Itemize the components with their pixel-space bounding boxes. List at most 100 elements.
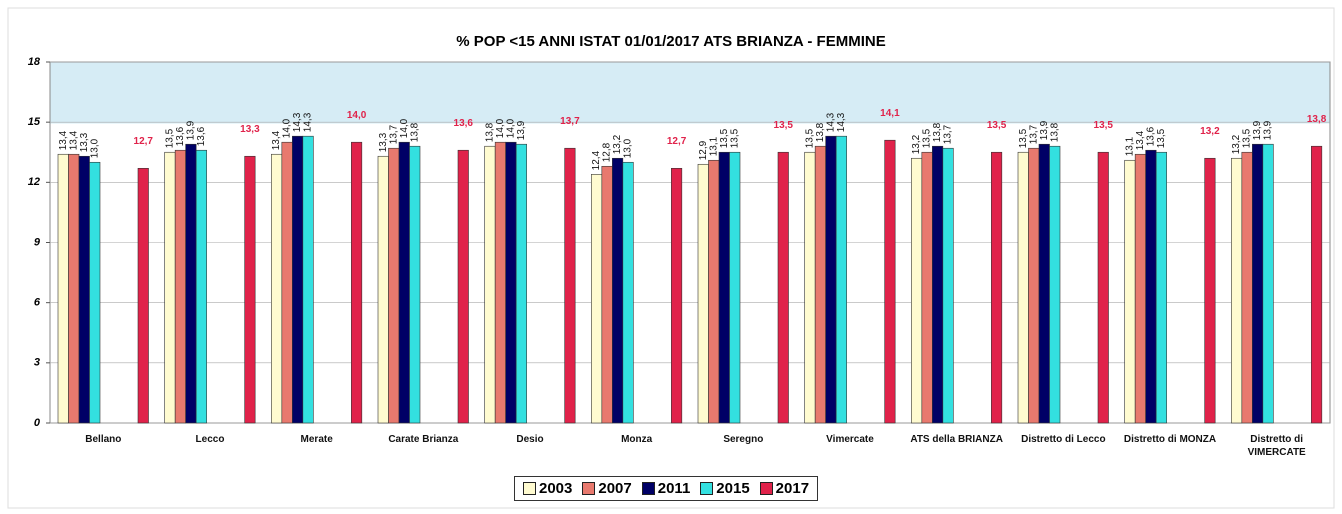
bar [921,151,933,424]
bar [377,155,389,424]
x-tick-label: ATS della BRIANZA [910,434,1003,445]
value-label: 12,4 [591,150,602,170]
frame [7,7,1335,509]
legend-swatch [759,482,773,495]
value-label: 14,0 [495,118,506,138]
value-label: 13,9 [516,120,527,140]
value-label: 14,3 [836,112,847,132]
y-tick-label: 6 [34,297,41,309]
bar [292,135,304,424]
y-tick-label: 15 [28,116,41,128]
value-label: 13,8 [815,122,826,142]
bar [409,145,421,424]
value-label: 13,5 [729,128,740,148]
value-label: 13,8 [1307,114,1327,125]
value-label: 13,5 [1094,120,1114,131]
legend-item: 2015 [700,480,750,497]
value-label: 13,8 [932,122,943,142]
bar [825,135,837,424]
value-label: 13,1 [1125,136,1136,156]
value-label: 13,3 [240,124,260,135]
bar [1038,143,1050,424]
y-tick-label: 3 [34,357,40,369]
value-label: 13,7 [560,116,580,127]
x-tick-label: Carate Brianza [388,434,459,445]
value-label: 13,5 [1156,128,1167,148]
value-label: 13,5 [922,128,933,148]
value-label: 13,4 [58,130,69,150]
bar [1097,151,1109,424]
value-label: 14,1 [880,108,900,119]
bar [1145,149,1157,424]
bar [671,167,683,424]
bar [564,147,576,424]
bar [835,135,847,424]
value-label: 13,2 [1231,134,1242,154]
bar [505,141,517,424]
value-label: 13,9 [1039,120,1050,140]
value-label: 13,5 [805,128,816,148]
legend-swatch [641,482,655,495]
legend-label: 2015 [716,480,750,497]
value-label: 13,5 [1242,128,1253,148]
value-label: 13,6 [196,126,207,146]
value-label: 13,3 [378,132,389,152]
y-tick-label: 9 [34,236,41,248]
legend-item: 2003 [523,480,572,497]
bar [932,145,944,424]
value-label: 13,2 [911,134,922,154]
bar [1049,145,1061,424]
legend-swatch [700,482,714,495]
bar [1155,151,1167,424]
bar [911,157,923,424]
bar [388,147,400,424]
value-label: 13,5 [774,120,794,131]
bar [398,141,410,424]
value-label: 13,4 [271,130,282,150]
x-tick-label: Seregno [723,434,764,445]
bar [697,163,709,424]
bar [68,153,80,424]
bar [137,167,149,424]
bar [814,145,826,424]
legend-label: 2017 [775,480,810,497]
legend-swatch [582,482,596,495]
bar [281,141,293,424]
value-label: 13,4 [68,130,79,150]
value-label: 13,5 [1018,128,1029,148]
value-label: 14,3 [826,112,837,132]
bar [164,151,176,424]
bar [1231,157,1243,424]
bar [777,151,789,424]
bar [244,155,256,424]
bar [612,157,624,424]
legend-label: 2003 [539,480,573,497]
bar [57,153,69,424]
legend-item: 2007 [582,480,632,497]
bar [622,161,634,424]
x-tick-label: Vimercate [826,434,874,445]
value-label: 13,2 [612,134,623,154]
bar [1017,151,1029,424]
bar [591,174,603,424]
value-label: 13,2 [1200,126,1220,137]
legend-swatch [523,482,536,495]
bar [351,141,363,424]
bar [1262,143,1274,424]
value-label: 14,0 [347,110,367,121]
value-label: 12,7 [667,136,687,147]
value-label: 13,8 [1049,122,1060,142]
bar [484,145,496,424]
x-tick-label: Distretto di VIMERCATE [1247,434,1306,458]
value-label: 13,3 [79,132,90,152]
value-label: 13,4 [1135,130,1146,150]
bar [718,151,730,424]
value-label: 13,8 [485,122,496,142]
bar [1124,159,1136,424]
value-label: 14,0 [282,118,293,138]
value-label: 13,7 [1028,124,1039,144]
value-label: 13,9 [1263,120,1274,140]
value-label: 13,0 [623,138,634,158]
